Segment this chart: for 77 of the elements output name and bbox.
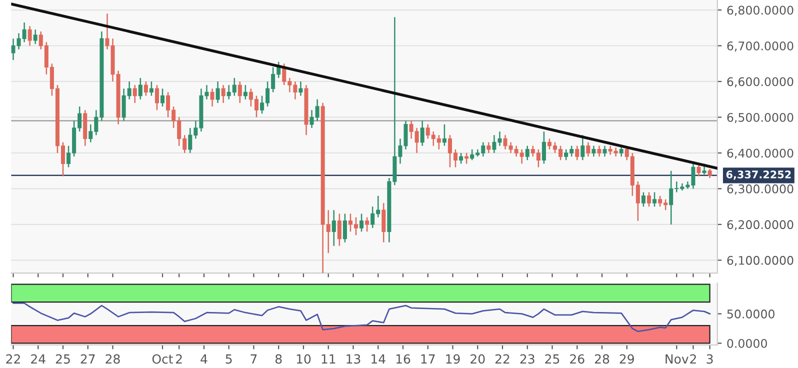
candlestick (154, 84, 159, 111)
x-tick-label: 3 (706, 354, 713, 364)
candlestick (486, 142, 491, 154)
x-tick-label: 19 (446, 354, 460, 364)
candlestick (586, 142, 590, 158)
candlestick (580, 134, 585, 161)
candlestick (216, 80, 220, 104)
candlestick (420, 120, 424, 146)
candlestick (243, 84, 248, 100)
y-tick-label: 6,700.0000 (727, 41, 794, 52)
x-tick-label: 27 (80, 354, 95, 364)
candlestick (33, 29, 38, 45)
candlestick (337, 213, 342, 247)
x-tick-label: 28 (594, 354, 610, 364)
x-tick-label: 7 (250, 354, 257, 364)
x-tick-label: 16 (396, 354, 410, 364)
candlestick (592, 145, 596, 158)
candlestick (464, 152, 469, 164)
candlestick (365, 216, 370, 232)
candlestick (210, 88, 214, 108)
x-tick-label: 25 (56, 354, 70, 364)
candlestick (575, 145, 580, 161)
candlestick (602, 145, 607, 158)
y-tick-label: 6,200.0000 (727, 220, 794, 230)
candlestick (332, 210, 336, 247)
x-tick-label: 22 (6, 354, 20, 364)
x-tick-label: 20 (470, 354, 485, 364)
x-tick-label: 10 (296, 354, 311, 364)
candlestick (696, 164, 701, 177)
ref-line-label: 6,337.2252 (726, 170, 791, 180)
candlestick (542, 130, 546, 164)
x-tick-label: 29 (620, 354, 634, 364)
candlestick (144, 80, 148, 96)
candlestick (160, 88, 165, 108)
candlestick (238, 80, 242, 104)
x-tick-label: 8 (275, 354, 282, 364)
y-tick-label: 6,500.0000 (727, 112, 794, 124)
x-tick-label: 25 (545, 354, 560, 364)
x-tick-label: 17 (421, 354, 435, 364)
x-tick-label: 5 (226, 354, 232, 364)
x-tick-label: 14 (372, 354, 386, 364)
candlestick (149, 80, 154, 96)
candlestick (459, 152, 464, 164)
x-tick-label: 24 (31, 354, 46, 364)
candlestick (646, 192, 651, 208)
x-tick-label: 26 (570, 354, 584, 364)
candlestick (138, 77, 142, 100)
x-tick-label: 4 (200, 354, 208, 364)
candlestick (298, 80, 303, 96)
candlestick (525, 145, 530, 161)
x-tick-label: 11 (322, 354, 336, 364)
y-tick-label: 0.0000 (727, 338, 767, 348)
x-tick-label: 22 (495, 354, 510, 364)
candlestick (132, 84, 137, 104)
candlestick (702, 163, 706, 176)
candlestick (597, 145, 602, 158)
candlestick (221, 84, 226, 104)
x-tick-label: 23 (520, 354, 534, 364)
x-tick-label: 13 (346, 354, 360, 364)
x-tick-label: 28 (106, 354, 120, 364)
y-tick-label: 50.0000 (727, 310, 774, 318)
y-tick-label: 6,100.0000 (727, 256, 794, 266)
candlestick (342, 213, 347, 243)
candlestick (360, 213, 364, 232)
x-tick-label: Oct (152, 354, 174, 364)
y-tick-label: 6,600.0000 (727, 77, 794, 88)
x-tick-label: 2 (176, 354, 182, 364)
y-tick-label: 6,800.0000 (727, 6, 794, 16)
candlestick (641, 192, 646, 208)
x-tick-label: 2 (690, 354, 696, 364)
candlestick (652, 192, 657, 208)
y-tick-label: 6,400.0000 (727, 148, 794, 159)
candlestick (382, 202, 386, 243)
candlestick (442, 124, 446, 146)
candlestick (28, 25, 32, 46)
y-tick-label: 6,300.0000 (727, 184, 794, 195)
x-tick-label: Nov (666, 354, 688, 364)
